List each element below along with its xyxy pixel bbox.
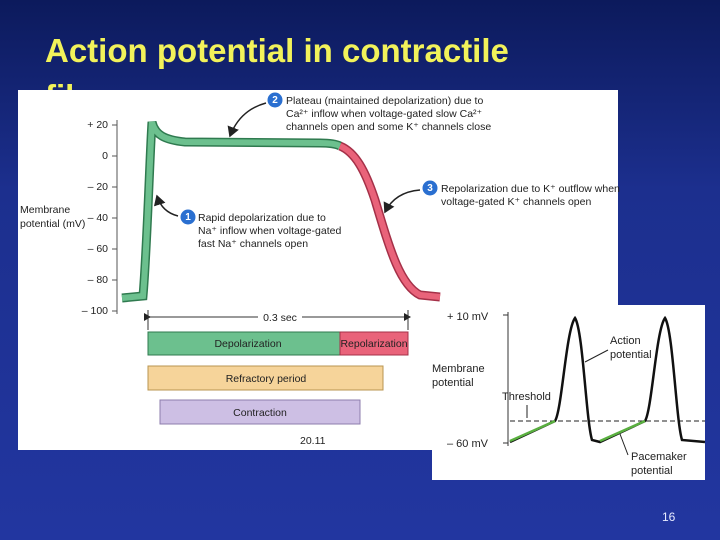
depolarization-curve: [121, 121, 342, 301]
callout-text: Plateau (maintained depolarization) due …: [286, 95, 483, 107]
y-tick-label: – 20: [88, 181, 109, 193]
callout-badge: [267, 92, 283, 108]
bar-label: Repolarization: [340, 338, 407, 350]
bar-label: Refractory period: [226, 373, 307, 385]
threshold-label: Threshold: [502, 391, 551, 403]
annotation: Action: [610, 335, 641, 347]
leader-line: [619, 433, 629, 456]
bar-label: Depolarization: [214, 338, 281, 350]
axis-label: Membrane: [432, 363, 485, 375]
phase-bar: [159, 399, 361, 425]
pacemaker-segment: [509, 419, 556, 443]
callout-number: 2: [272, 95, 278, 106]
phase-bar: [339, 331, 409, 356]
y-tick-label: – 60: [88, 243, 109, 255]
arrow: [383, 189, 421, 214]
duration-label: 0.3 sec: [263, 312, 297, 324]
callout-text: voltage-gated K⁺ channels open: [441, 196, 591, 208]
y-tick-label: + 10 mV: [447, 311, 489, 323]
arrow: [227, 102, 267, 138]
callout-text: Repolarization due to K⁺ outflow when: [441, 183, 620, 195]
arrow: [153, 194, 179, 217]
axis-label: potential: [432, 377, 474, 389]
repolarization-curve: [338, 143, 441, 300]
pacemaker-segment: [599, 419, 646, 443]
annotation: Pacemaker: [631, 451, 687, 463]
action-potential-curve: [509, 315, 706, 444]
leader-line: [584, 349, 609, 363]
axis-label: Membrane: [20, 204, 70, 216]
annotation: potential: [610, 349, 652, 361]
callout-text: Rapid depolarization due to: [198, 212, 326, 224]
label-bg: [258, 311, 302, 324]
callout-number: 1: [185, 212, 191, 223]
callout-badge: [422, 180, 438, 196]
callout-badge: [180, 209, 196, 225]
y-tick-label: – 60 mV: [447, 438, 489, 450]
bar-label: Contraction: [233, 407, 287, 419]
callout-text: channels open and some K⁺ channels close: [286, 121, 491, 133]
figure-number: 20.11: [300, 435, 326, 447]
y-tick-label: + 20: [87, 119, 108, 131]
annotation: potential: [631, 465, 673, 477]
page-number: 16: [662, 510, 676, 524]
callout-text: fast Na⁺ channels open: [198, 238, 308, 250]
callout-number: 3: [427, 183, 433, 194]
callout-text: Ca²⁺ inflow when voltage-gated slow Ca²⁺: [286, 108, 483, 120]
callout-text: Na⁺ inflow when voltage-gated: [198, 225, 341, 237]
y-tick-label: – 100: [82, 305, 108, 317]
y-tick-label: – 80: [88, 274, 109, 286]
phase-bar: [147, 365, 384, 391]
y-tick-label: 0: [102, 150, 108, 162]
tick-group: + 20 0 – 20 – 40 – 60 – 80 – 100: [82, 119, 117, 317]
axis-label: potential (mV): [20, 218, 85, 230]
y-tick-label: – 40: [88, 212, 109, 224]
